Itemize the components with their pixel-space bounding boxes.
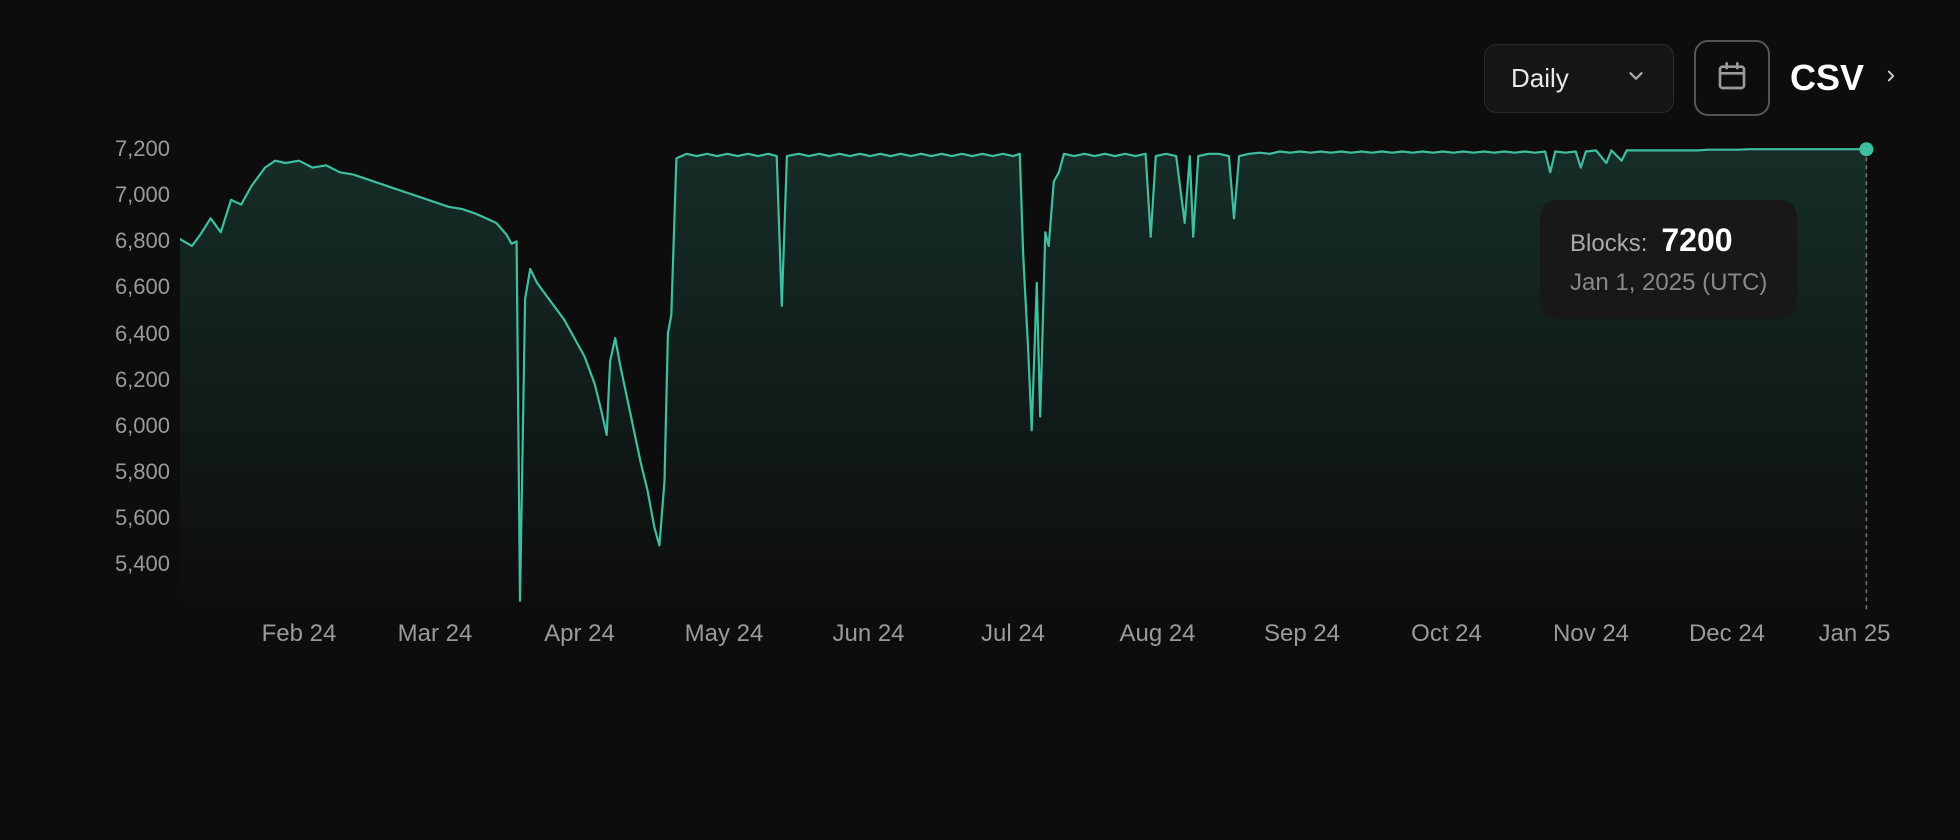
y-tick-label: 5,600 xyxy=(100,505,170,531)
x-tick-label: Dec 24 xyxy=(1689,620,1765,648)
chevron-right-icon xyxy=(1882,67,1900,90)
tooltip-value: 7200 xyxy=(1661,222,1732,259)
y-tick-label: 6,600 xyxy=(100,274,170,300)
x-axis: Feb 24 Mar 24 Apr 24 May 24 Jun 24 Jul 24 Aug … xyxy=(180,620,1880,660)
export-csv-button[interactable]: CSV xyxy=(1790,57,1900,99)
x-tick-label: Jul 24 xyxy=(981,620,1045,648)
y-axis: 5,400 5,600 5,800 6,000 6,200 6,400 6,600 6,800… xyxy=(100,150,170,610)
x-tick-label: Nov 24 xyxy=(1553,620,1629,648)
y-tick-label: 7,000 xyxy=(100,182,170,208)
chevron-down-icon xyxy=(1625,65,1647,92)
y-tick-label: 5,400 xyxy=(100,551,170,577)
blocks-chart: 5,400 5,600 5,800 6,000 6,200 6,400 6,600 6,800… xyxy=(100,150,1880,710)
chart-toolbar: Daily CSV xyxy=(1484,40,1900,116)
x-tick-label: Sep 24 xyxy=(1264,620,1340,648)
date-picker-button[interactable] xyxy=(1694,40,1770,116)
export-csv-label: CSV xyxy=(1790,57,1864,99)
x-tick-label: Apr 24 xyxy=(544,620,615,648)
chart-tooltip: Blocks: 7200 Jan 1, 2025 (UTC) xyxy=(1540,200,1797,319)
x-tick-label: Oct 24 xyxy=(1411,620,1482,648)
x-tick-label: May 24 xyxy=(685,620,764,648)
tooltip-date: Jan 1, 2025 (UTC) xyxy=(1570,269,1767,297)
y-tick-label: 6,800 xyxy=(100,228,170,254)
y-tick-label: 5,800 xyxy=(100,459,170,485)
x-tick-label: Jan 25 xyxy=(1818,620,1890,648)
x-tick-label: Aug 24 xyxy=(1119,620,1195,648)
calendar-icon xyxy=(1716,60,1748,97)
x-tick-label: Feb 24 xyxy=(262,620,337,648)
interval-dropdown[interactable]: Daily xyxy=(1484,44,1674,113)
y-tick-label: 7,200 xyxy=(100,136,170,162)
y-tick-label: 6,400 xyxy=(100,321,170,347)
interval-dropdown-label: Daily xyxy=(1511,63,1569,94)
x-tick-label: Jun 24 xyxy=(832,620,904,648)
tooltip-label: Blocks: xyxy=(1570,230,1647,258)
x-tick-label: Mar 24 xyxy=(398,620,473,648)
y-tick-label: 6,200 xyxy=(100,367,170,393)
y-tick-label: 6,000 xyxy=(100,413,170,439)
